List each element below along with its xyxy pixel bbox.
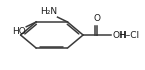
Text: OH: OH [112,31,126,39]
Text: H₂N: H₂N [40,7,57,16]
Text: HO: HO [12,27,26,36]
Text: O: O [94,14,101,23]
Text: H–Cl: H–Cl [119,31,139,39]
